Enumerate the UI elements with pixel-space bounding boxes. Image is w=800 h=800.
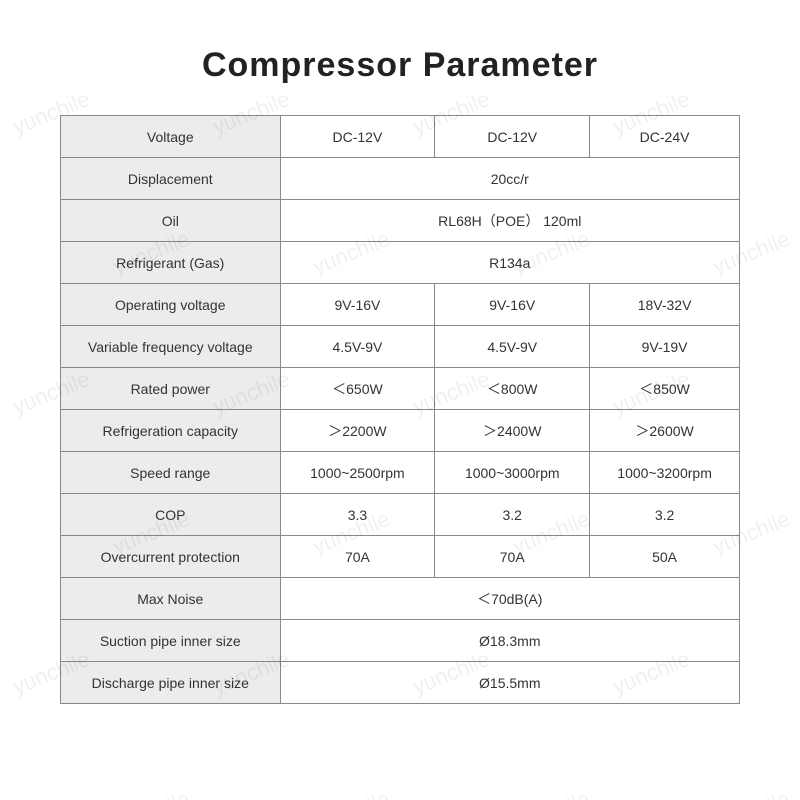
- row-label: COP: [61, 494, 281, 536]
- watermark-text: yunchile: [309, 786, 394, 800]
- row-value: ＜650W: [280, 368, 435, 410]
- row-value: Ø15.5mm: [280, 662, 739, 704]
- row-value: ＞2200W: [280, 410, 435, 452]
- row-value: RL68H（POE） 120ml: [280, 200, 739, 242]
- row-value: 9V-16V: [435, 284, 590, 326]
- row-value: 4.5V-9V: [435, 326, 590, 368]
- row-label: Displacement: [61, 158, 281, 200]
- page-title: Compressor Parameter: [0, 0, 800, 115]
- table-row: Overcurrent protection 70A 70A 50A: [61, 536, 740, 578]
- row-value: 3.3: [280, 494, 435, 536]
- row-label: Oil: [61, 200, 281, 242]
- watermark-text: yunchile: [109, 786, 194, 800]
- row-label: Discharge pipe inner size: [61, 662, 281, 704]
- watermark-text: yunchile: [509, 786, 594, 800]
- row-label: Variable frequency voltage: [61, 326, 281, 368]
- row-value: 1000~2500rpm: [280, 452, 435, 494]
- row-value: DC-24V: [590, 116, 740, 158]
- row-label: Overcurrent protection: [61, 536, 281, 578]
- row-label: Operating voltage: [61, 284, 281, 326]
- row-value: 70A: [280, 536, 435, 578]
- row-value: ＞2600W: [590, 410, 740, 452]
- row-value: 50A: [590, 536, 740, 578]
- table-row: Displacement 20cc/r: [61, 158, 740, 200]
- row-value: 9V-19V: [590, 326, 740, 368]
- row-label: Max Noise: [61, 578, 281, 620]
- row-value: ＜850W: [590, 368, 740, 410]
- watermark-text: yunchile: [709, 786, 794, 800]
- row-value: 4.5V-9V: [280, 326, 435, 368]
- table-row: COP 3.3 3.2 3.2: [61, 494, 740, 536]
- row-label: Voltage: [61, 116, 281, 158]
- parameter-table: Voltage DC-12V DC-12V DC-24V Displacemen…: [60, 115, 740, 704]
- row-value: Ø18.3mm: [280, 620, 739, 662]
- table-row: Speed range 1000~2500rpm 1000~3000rpm 10…: [61, 452, 740, 494]
- row-value: ＜800W: [435, 368, 590, 410]
- table-row: Discharge pipe inner size Ø15.5mm: [61, 662, 740, 704]
- table-row: Oil RL68H（POE） 120ml: [61, 200, 740, 242]
- table-row: Refrigeration capacity ＞2200W ＞2400W ＞26…: [61, 410, 740, 452]
- row-value: DC-12V: [435, 116, 590, 158]
- table-row: Suction pipe inner size Ø18.3mm: [61, 620, 740, 662]
- row-value: 18V-32V: [590, 284, 740, 326]
- row-label: Rated power: [61, 368, 281, 410]
- row-value: 20cc/r: [280, 158, 739, 200]
- table-row: Refrigerant (Gas) R134a: [61, 242, 740, 284]
- row-value: 1000~3200rpm: [590, 452, 740, 494]
- row-value: ＜70dB(A): [280, 578, 739, 620]
- row-value: DC-12V: [280, 116, 435, 158]
- row-value: 3.2: [435, 494, 590, 536]
- row-value: 70A: [435, 536, 590, 578]
- table-row: Operating voltage 9V-16V 9V-16V 18V-32V: [61, 284, 740, 326]
- parameter-table-container: Voltage DC-12V DC-12V DC-24V Displacemen…: [60, 115, 740, 704]
- row-value: 3.2: [590, 494, 740, 536]
- row-label: Suction pipe inner size: [61, 620, 281, 662]
- row-label: Refrigeration capacity: [61, 410, 281, 452]
- row-value: 1000~3000rpm: [435, 452, 590, 494]
- table-row: Max Noise ＜70dB(A): [61, 578, 740, 620]
- row-value: R134a: [280, 242, 739, 284]
- row-label: Speed range: [61, 452, 281, 494]
- table-row: Variable frequency voltage 4.5V-9V 4.5V-…: [61, 326, 740, 368]
- table-row: Rated power ＜650W ＜800W ＜850W: [61, 368, 740, 410]
- row-label: Refrigerant (Gas): [61, 242, 281, 284]
- row-value: ＞2400W: [435, 410, 590, 452]
- row-value: 9V-16V: [280, 284, 435, 326]
- table-row: Voltage DC-12V DC-12V DC-24V: [61, 116, 740, 158]
